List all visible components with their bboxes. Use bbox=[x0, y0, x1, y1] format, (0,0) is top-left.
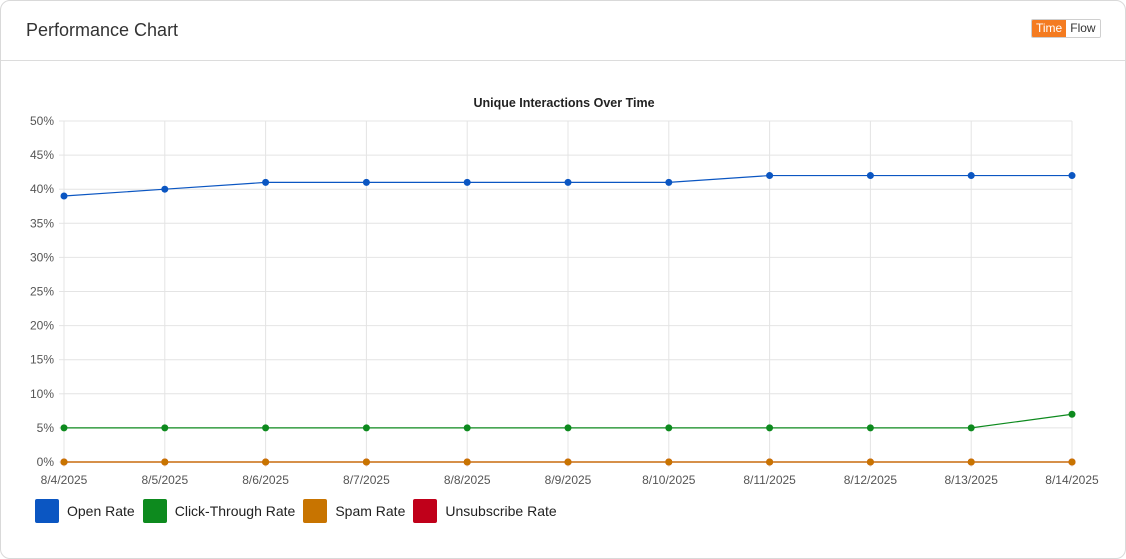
x-tick-label: 8/10/2025 bbox=[642, 473, 696, 487]
legend-swatch bbox=[413, 499, 438, 523]
data-point[interactable] bbox=[362, 424, 370, 432]
y-tick-label: 50% bbox=[30, 114, 54, 128]
data-point[interactable] bbox=[161, 458, 169, 466]
data-point[interactable] bbox=[262, 424, 270, 432]
data-point[interactable] bbox=[362, 458, 370, 466]
x-tick-label: 8/11/2025 bbox=[743, 473, 796, 487]
data-point[interactable] bbox=[161, 185, 169, 193]
data-point[interactable] bbox=[262, 178, 270, 186]
data-point[interactable] bbox=[262, 458, 270, 466]
y-tick-label: 25% bbox=[30, 285, 54, 299]
data-point[interactable] bbox=[866, 458, 874, 466]
data-point[interactable] bbox=[60, 192, 68, 200]
y-tick-label: 30% bbox=[30, 250, 54, 264]
series-click-through-rate bbox=[60, 410, 1076, 432]
legend-label: Spam Rate bbox=[335, 503, 406, 519]
data-point[interactable] bbox=[1068, 410, 1076, 418]
y-tick-label: 20% bbox=[30, 319, 54, 333]
x-axis-ticks: 8/4/2025 8/5/2025 8/6/2025 8/7/2025 8/8/2025… bbox=[41, 473, 1099, 487]
series-open-rate bbox=[60, 172, 1076, 200]
data-point[interactable] bbox=[866, 424, 874, 432]
legend-swatch bbox=[303, 499, 328, 523]
y-tick-label: 35% bbox=[30, 216, 54, 230]
line-chart: Unique Interactions Over Time 0% 5% 10% 15%… bbox=[30, 96, 1099, 487]
data-point[interactable] bbox=[766, 172, 774, 180]
data-point[interactable] bbox=[766, 424, 774, 432]
legend-item[interactable]: Click-Through Rate bbox=[142, 499, 296, 523]
data-point[interactable] bbox=[564, 458, 572, 466]
data-point[interactable] bbox=[564, 424, 572, 432]
legend-item[interactable]: Unsubscribe Rate bbox=[413, 499, 557, 523]
data-point[interactable] bbox=[463, 424, 471, 432]
y-tick-label: 40% bbox=[30, 182, 54, 196]
chart-legend: Open Rate Click-Through Rate Spam Rate Unsu… bbox=[35, 499, 565, 523]
legend-swatch bbox=[35, 499, 59, 523]
data-point[interactable] bbox=[967, 172, 975, 180]
card-header: Performance Chart Time Flow bbox=[1, 1, 1125, 61]
series-spam-rate bbox=[60, 458, 1076, 466]
chart-grid bbox=[59, 120, 1073, 467]
y-axis-ticks: 0% 5% 10% 15% 20% 25% 30% 35% 40% 45% 50% bbox=[30, 114, 54, 469]
time-toggle-button[interactable]: Time bbox=[1032, 20, 1067, 37]
data-point[interactable] bbox=[1068, 172, 1076, 180]
data-point[interactable] bbox=[564, 178, 572, 186]
x-tick-label: 8/4/2025 bbox=[41, 473, 88, 487]
data-point[interactable] bbox=[60, 424, 68, 432]
y-tick-label: 15% bbox=[30, 353, 54, 367]
data-point[interactable] bbox=[665, 458, 673, 466]
view-toggle: Time Flow bbox=[1031, 19, 1101, 38]
x-tick-label: 8/8/2025 bbox=[444, 473, 491, 487]
data-point[interactable] bbox=[463, 178, 471, 186]
legend-label: Click-Through Rate bbox=[174, 503, 296, 519]
legend-item[interactable]: Spam Rate bbox=[303, 499, 405, 523]
chart-series bbox=[60, 172, 1076, 466]
page-title: Performance Chart bbox=[26, 20, 179, 40]
y-tick-label: 10% bbox=[30, 387, 54, 401]
y-tick-label: 5% bbox=[37, 421, 55, 435]
data-point[interactable] bbox=[665, 178, 673, 186]
x-tick-label: 8/13/2025 bbox=[945, 473, 999, 487]
data-point[interactable] bbox=[1068, 458, 1076, 466]
legend-item[interactable]: Open Rate bbox=[35, 499, 135, 523]
data-point[interactable] bbox=[463, 458, 471, 466]
flow-toggle-button[interactable]: Flow bbox=[1066, 20, 1100, 37]
data-point[interactable] bbox=[766, 458, 774, 466]
y-tick-label: 45% bbox=[30, 148, 54, 162]
x-tick-label: 8/14/2025 bbox=[1045, 473, 1099, 487]
chart-title: Unique Interactions Over Time bbox=[473, 96, 654, 110]
data-point[interactable] bbox=[967, 424, 975, 432]
x-tick-label: 8/5/2025 bbox=[141, 473, 188, 487]
data-point[interactable] bbox=[362, 178, 370, 186]
x-tick-label: 8/12/2025 bbox=[844, 473, 898, 487]
data-point[interactable] bbox=[161, 424, 169, 432]
x-tick-label: 8/6/2025 bbox=[242, 473, 289, 487]
legend-label: Open Rate bbox=[67, 503, 135, 519]
legend-label: Unsubscribe Rate bbox=[445, 503, 557, 519]
data-point[interactable] bbox=[665, 424, 673, 432]
data-point[interactable] bbox=[60, 458, 68, 466]
data-point[interactable] bbox=[866, 172, 874, 180]
x-tick-label: 8/9/2025 bbox=[545, 473, 592, 487]
legend-swatch bbox=[142, 499, 167, 523]
y-tick-label: 0% bbox=[37, 455, 55, 469]
data-point[interactable] bbox=[967, 458, 975, 466]
x-tick-label: 8/7/2025 bbox=[343, 473, 390, 487]
